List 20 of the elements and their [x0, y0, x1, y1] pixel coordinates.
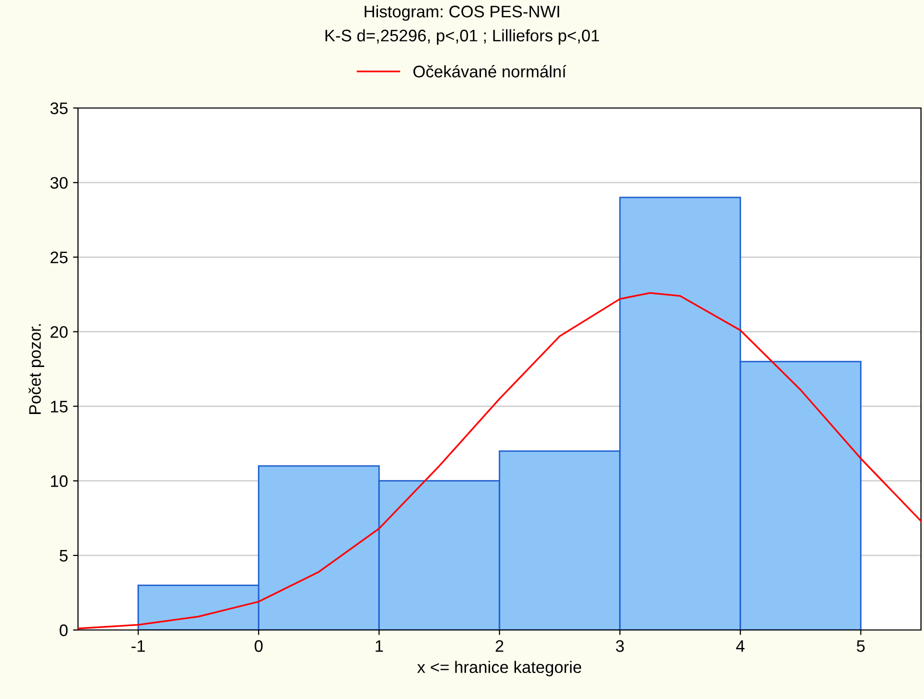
y-tick-label: 30 — [50, 176, 68, 189]
y-axis-title: Počet pozor. — [28, 324, 44, 414]
x-tick-label: 1 — [376, 640, 383, 652]
x-tick-label: -1 — [132, 640, 145, 652]
y-tick-label: 35 — [50, 102, 68, 114]
x-tick-label: 0 — [254, 640, 263, 652]
y-tick-label: 15 — [51, 400, 68, 412]
y-tick-label: 20 — [50, 326, 68, 338]
y-tick-label: 10 — [51, 475, 68, 488]
legend-label: Očekávané normální — [413, 65, 566, 78]
x-tick-label: 5 — [856, 640, 865, 652]
chart-title: Histogram: COS PES-NWI — [364, 5, 560, 21]
y-tick-label: 5 — [60, 550, 68, 562]
y-tick-label: 25 — [50, 252, 68, 264]
chart-subtitle: K-S d=,25296, p<,01 ; Lilliefors p<,01 — [326, 29, 600, 45]
x-axis-title: x <= hranice kategorie — [417, 660, 582, 676]
x-tick-label: 2 — [496, 640, 504, 652]
x-tick-label: 4 — [736, 640, 745, 652]
x-tick-label: 3 — [616, 640, 624, 652]
y-tick-label: 0 — [60, 624, 68, 636]
